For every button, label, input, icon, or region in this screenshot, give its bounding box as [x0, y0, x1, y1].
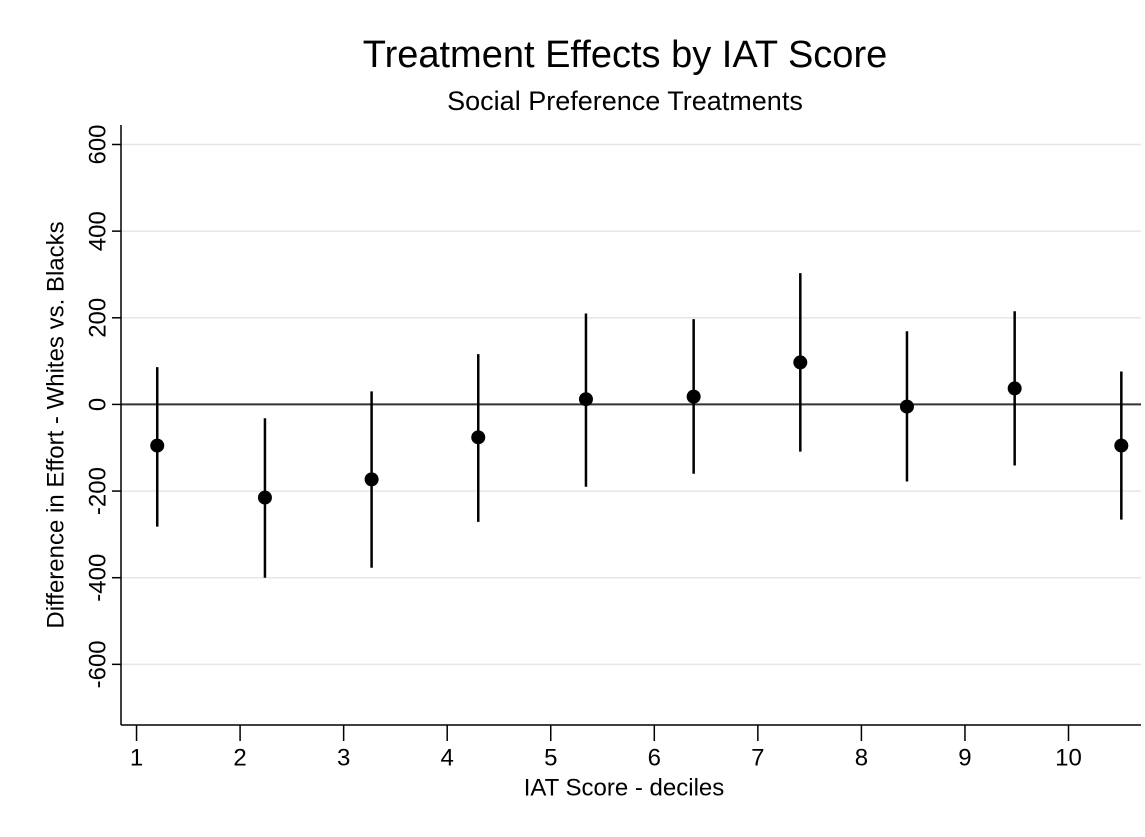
y-tick-label: 0 [84, 398, 111, 411]
x-tick-label: 3 [337, 744, 350, 771]
x-axis-title: IAT Score - deciles [524, 774, 725, 801]
point [899, 399, 914, 414]
x-tick-label: 7 [751, 744, 764, 771]
point [257, 490, 272, 505]
point [471, 430, 486, 445]
y-tick-label: -600 [84, 640, 111, 688]
y-tick-label: -200 [84, 467, 111, 515]
x-tick-label: 1 [130, 744, 143, 771]
y-tick-label: -400 [84, 554, 111, 602]
x-tick-label: 6 [648, 744, 661, 771]
chart-title: Treatment Effects by IAT Score [363, 34, 887, 76]
x-tick-label: 10 [1055, 744, 1082, 771]
x-tick-label: 2 [233, 744, 246, 771]
x-tick-label: 4 [441, 744, 454, 771]
point [364, 472, 379, 487]
y-tick-label: 400 [84, 211, 111, 251]
point [1114, 438, 1129, 453]
point [578, 392, 593, 407]
y-tick-label: 200 [84, 298, 111, 338]
x-tick-label: 9 [958, 744, 971, 771]
point [150, 438, 165, 453]
y-tick-label: 600 [84, 124, 111, 164]
point [1007, 381, 1022, 396]
y-axis-title: Difference in Effort - Whites vs. Blacks [42, 221, 69, 628]
point [793, 355, 808, 370]
x-tick-label: 8 [855, 744, 868, 771]
point [686, 389, 701, 404]
x-tick-label: 5 [544, 744, 557, 771]
chart-subtitle: Social Preference Treatments [447, 86, 803, 116]
